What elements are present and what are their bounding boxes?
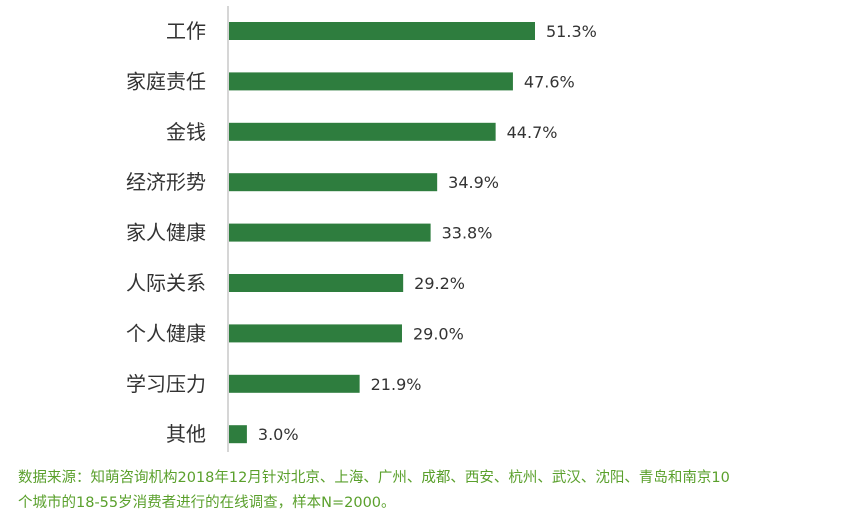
- bar: [229, 22, 535, 40]
- category-label: 家庭责任: [126, 69, 206, 93]
- value-label: 47.6%: [524, 72, 575, 91]
- category-label: 经济形势: [126, 170, 206, 194]
- footnote-line-1: 数据来源：知萌咨询机构2018年12月针对北京、上海、广州、成都、西安、杭州、武…: [18, 470, 730, 486]
- category-label: 学习压力: [126, 372, 206, 396]
- value-label: 3.0%: [258, 425, 299, 444]
- bar: [229, 274, 404, 292]
- bar: [229, 324, 402, 343]
- value-label: 29.2%: [414, 274, 465, 293]
- footnote-line-2: 个城市的18-55岁消费者进行的在线调查，样本N=2000。: [18, 495, 396, 511]
- category-label: 人际关系: [126, 271, 206, 295]
- category-label: 工作: [166, 19, 206, 43]
- bar: [229, 122, 496, 141]
- bar: [229, 223, 431, 242]
- category-label: 个人健康: [126, 321, 206, 345]
- value-label: 51.3%: [546, 22, 597, 41]
- value-label: 29.0%: [413, 324, 464, 343]
- value-label: 33.8%: [442, 224, 493, 243]
- value-label: 34.9%: [448, 173, 499, 192]
- value-label: 44.7%: [507, 123, 558, 142]
- category-label: 金钱: [166, 120, 206, 144]
- value-label: 21.9%: [371, 375, 422, 394]
- category-label: 其他: [166, 422, 206, 446]
- category-label: 家人健康: [126, 221, 206, 245]
- bar: [229, 72, 513, 91]
- data-source-footnote: 数据来源：知萌咨询机构2018年12月针对北京、上海、广州、成都、西安、杭州、武…: [18, 466, 853, 516]
- bar: [229, 374, 360, 393]
- bar-chart: 工作 51.3% 家庭责任 47.6% 金钱 44.7% 经济形势 34.9% 家人健康 33.8…: [126, 6, 597, 452]
- bar: [229, 425, 247, 444]
- bar: [229, 173, 438, 192]
